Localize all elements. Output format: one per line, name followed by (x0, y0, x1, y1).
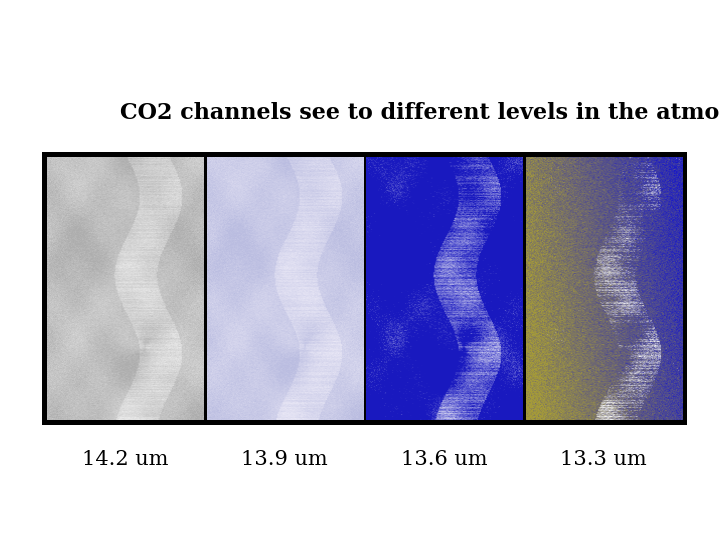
Text: 13.6 um: 13.6 um (401, 450, 487, 469)
Text: 13.9 um: 13.9 um (241, 450, 328, 469)
Text: 14.2 um: 14.2 um (82, 450, 168, 469)
Text: 13.3 um: 13.3 um (560, 450, 647, 469)
Text: CO2 channels see to different levels in the atmosphere: CO2 channels see to different levels in … (120, 102, 720, 124)
Bar (42, 152, 687, 425)
